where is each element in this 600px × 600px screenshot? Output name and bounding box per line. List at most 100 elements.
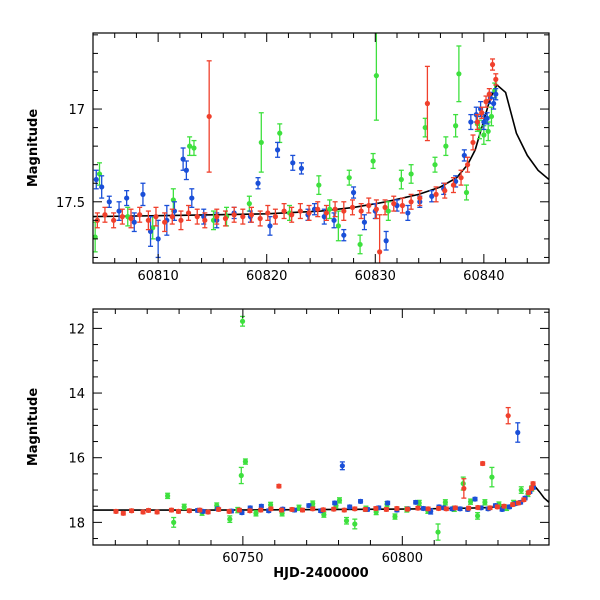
data-point <box>341 507 347 513</box>
data-point <box>298 165 305 172</box>
data-point <box>316 182 322 188</box>
x-tick-label: 60820 <box>246 269 287 284</box>
data-point <box>358 208 364 214</box>
data-point <box>281 208 287 214</box>
y-tick-label: 14 <box>68 387 85 402</box>
data-point <box>323 210 330 216</box>
data-point <box>429 193 435 199</box>
data-point <box>240 214 246 220</box>
data-point <box>391 201 397 207</box>
data-point <box>453 123 459 129</box>
data-point <box>442 499 448 505</box>
x-tick-label: 60830 <box>355 269 396 284</box>
axes-frame <box>92 308 550 546</box>
data-point <box>236 507 242 513</box>
data-point <box>186 508 192 514</box>
y-tick-label: 17.5 <box>56 196 85 211</box>
data-point <box>332 500 338 506</box>
data-point <box>482 499 488 505</box>
data-point <box>383 506 389 513</box>
data-point <box>124 195 130 201</box>
data-point <box>341 208 347 214</box>
data-point <box>214 214 220 220</box>
data-point <box>153 214 159 220</box>
data-point <box>120 510 126 516</box>
bottom-panel: 60750 60800 12 14 16 18 Magnitude HJD-2400000 <box>26 308 550 581</box>
data-point <box>93 176 99 183</box>
data-point <box>474 119 480 125</box>
data-point <box>289 212 295 218</box>
data-point <box>382 204 388 210</box>
data-point <box>257 215 263 222</box>
data-point <box>481 132 487 138</box>
data-point <box>442 188 448 194</box>
data-point <box>373 206 379 212</box>
plot-area <box>93 315 549 541</box>
data-point <box>493 76 499 82</box>
data-point <box>468 119 474 125</box>
data-point <box>191 145 197 151</box>
data-point <box>343 518 350 524</box>
data-point <box>525 490 532 496</box>
data-point <box>349 204 356 210</box>
data-point <box>486 91 492 97</box>
x-tick-label: 60810 <box>137 269 178 284</box>
data-point <box>385 500 391 506</box>
data-point <box>488 113 495 120</box>
data-point <box>310 501 316 507</box>
data-point <box>111 217 117 223</box>
data-point <box>202 217 208 223</box>
data-point <box>350 189 357 196</box>
top-panel: 60810 60820 60830 60840 17 17.5 Magnitude <box>26 32 550 284</box>
data-point <box>443 506 449 512</box>
data-point <box>475 504 481 511</box>
data-point <box>102 212 108 218</box>
data-point <box>238 472 244 479</box>
data-point <box>339 463 345 469</box>
data-point <box>341 232 347 238</box>
data-point <box>493 91 499 97</box>
y-tick-label: 17 <box>68 103 85 118</box>
y-tick-label: 12 <box>68 322 85 337</box>
data-point <box>290 160 296 166</box>
data-point <box>258 507 264 513</box>
data-point <box>145 217 151 223</box>
data-point <box>155 236 161 242</box>
data-point <box>277 130 283 136</box>
data-point <box>128 508 135 514</box>
data-point <box>420 505 426 512</box>
data-point <box>347 504 353 510</box>
data-point <box>168 507 175 513</box>
data-point <box>484 115 490 121</box>
data-point <box>258 139 264 146</box>
data-point <box>289 506 295 513</box>
data-point <box>373 73 379 79</box>
data-point <box>274 147 281 153</box>
data-point <box>268 506 274 512</box>
data-point <box>306 210 312 216</box>
data-point <box>310 506 316 512</box>
data-point <box>216 506 222 513</box>
data-point <box>392 513 398 520</box>
data-point <box>128 215 134 222</box>
series-red <box>113 406 536 516</box>
data-point <box>165 493 171 499</box>
data-point <box>450 182 457 188</box>
data-point <box>489 61 496 68</box>
data-point <box>145 507 152 514</box>
data-point <box>362 506 368 513</box>
data-point <box>336 497 343 503</box>
data-point <box>464 162 471 168</box>
data-point <box>394 505 400 512</box>
data-point <box>297 208 303 214</box>
data-point <box>489 474 495 480</box>
series-blue <box>93 87 499 259</box>
data-point <box>140 509 146 515</box>
data-point <box>399 202 406 209</box>
data-point <box>140 191 146 197</box>
data-point <box>466 505 472 511</box>
data-point <box>366 202 372 209</box>
y-axis-label: Magnitude <box>26 109 41 188</box>
data-point <box>377 249 383 255</box>
